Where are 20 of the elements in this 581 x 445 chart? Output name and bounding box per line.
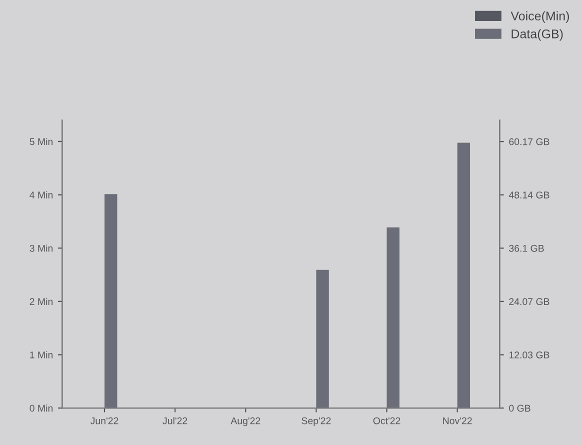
- y-tick-label: 1 Min: [30, 351, 53, 358]
- x-tick-label: Aug'22: [230, 417, 260, 426]
- y2-tick-label: 0 GB: [509, 404, 530, 412]
- legend-label: Data(GB): [512, 29, 563, 41]
- x-tick-label: Sep'22: [302, 417, 331, 426]
- y-tick-label: 0 Min: [30, 404, 53, 412]
- legend-label: Voice(Min): [510, 11, 569, 23]
- y2-tick-label: 60.17 GB: [509, 138, 550, 146]
- y-tick-label: 5 Min: [30, 138, 53, 146]
- x-tick-label: Jun'22: [90, 417, 118, 424]
- y-tick-label: 3 Min: [30, 244, 53, 252]
- y2-tick-label: 48.14 GB: [508, 192, 550, 198]
- y2-tick-label: 24.07 GB: [509, 298, 550, 306]
- y-tick-label: 4 Min: [30, 191, 53, 198]
- x-tick-label: Oct'22: [373, 417, 400, 424]
- y2-tick-label: 36.1 GB: [509, 244, 544, 252]
- x-tick-label: Jul'22: [162, 417, 188, 424]
- y-tick-label: 2 Min: [30, 298, 53, 305]
- y2-tick-label: 12.03 GB: [509, 352, 550, 358]
- x-tick-label: Nov'22: [443, 417, 472, 424]
